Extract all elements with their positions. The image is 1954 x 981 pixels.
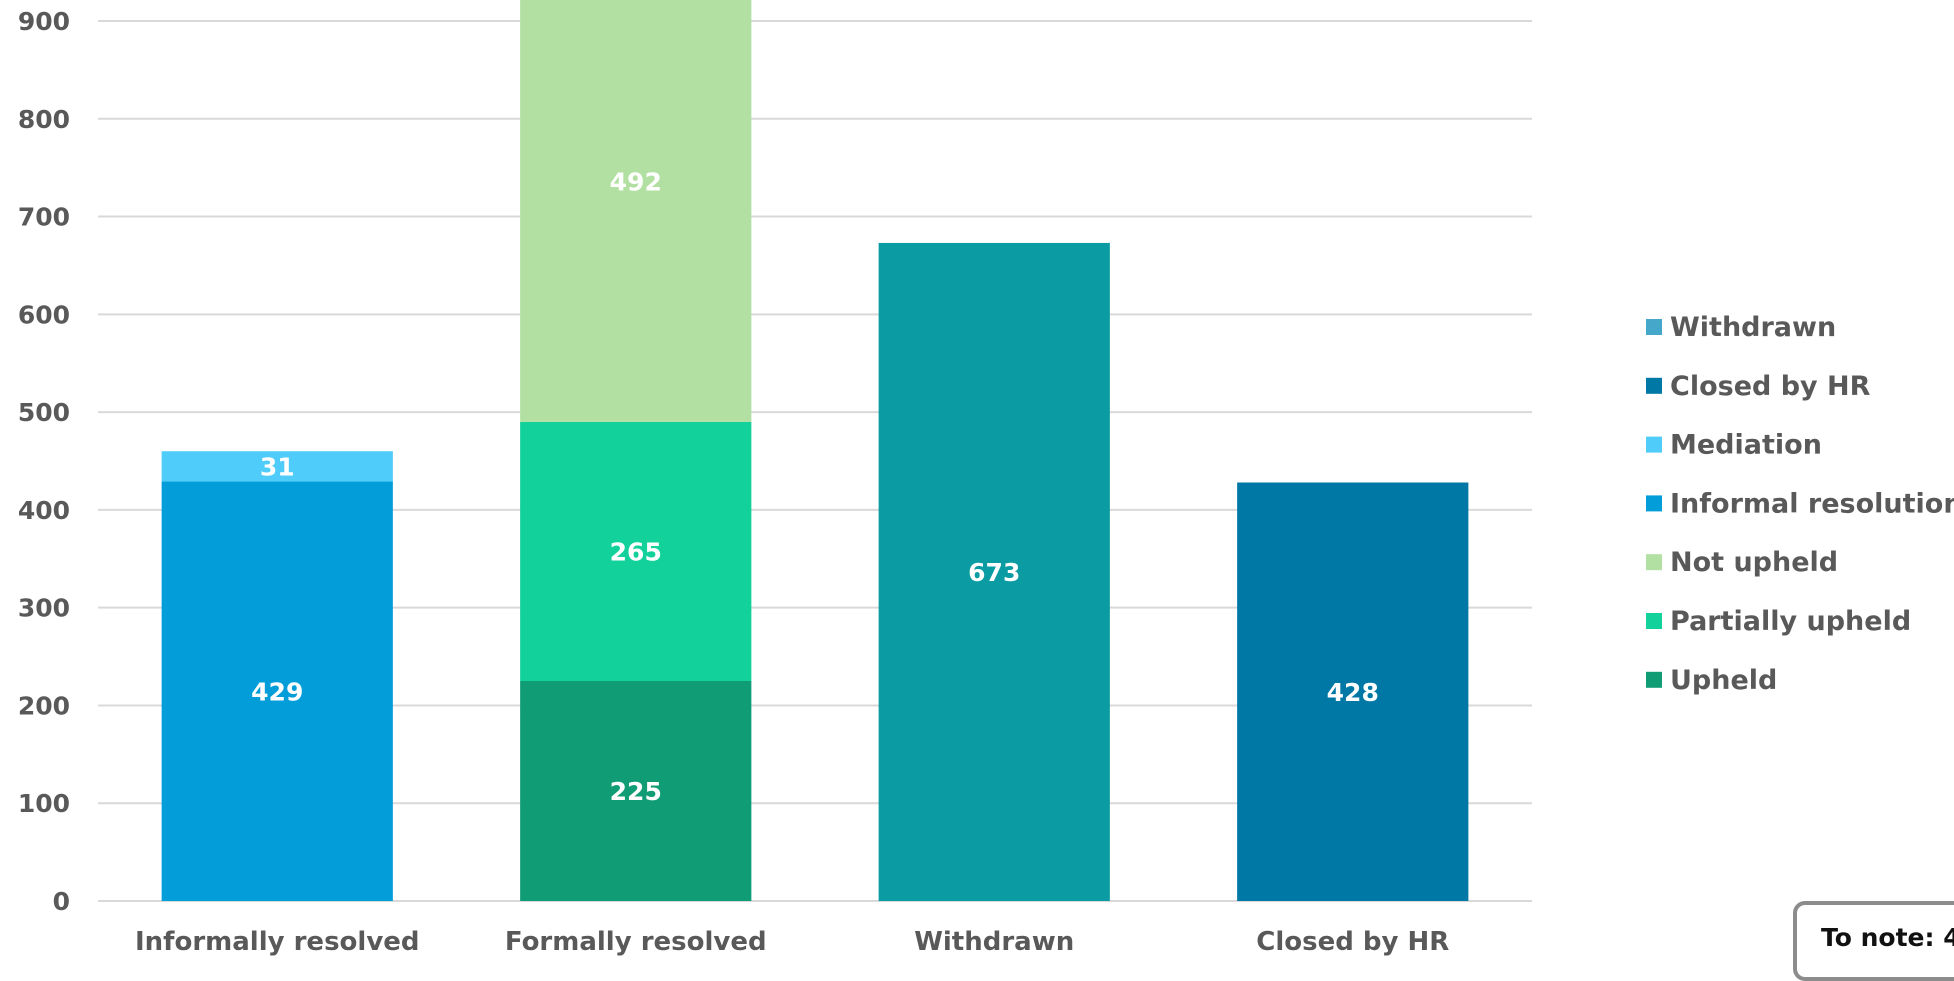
data-label-closed-by-hr-closed-by-hr: 428 bbox=[1327, 678, 1379, 707]
legend-label-mediation: Mediation bbox=[1670, 430, 1822, 461]
y-tick-label-700: 700 bbox=[18, 203, 70, 232]
legend-label-upheld: Upheld bbox=[1670, 665, 1777, 696]
bar-informally-resolved-informal-resolution bbox=[161, 481, 393, 901]
legend-swatch-upheld bbox=[1646, 671, 1662, 688]
x-tick-label-formally-resolved: Formally resolved bbox=[505, 927, 767, 957]
data-labels: 429 31 225 265 492 673 428 bbox=[251, 167, 1379, 806]
y-tick-label-300: 300 bbox=[18, 594, 70, 623]
bar-closed-by-hr-closed-by-hr bbox=[1237, 482, 1469, 901]
x-tick-label-withdrawn: Withdrawn bbox=[914, 927, 1074, 957]
legend-swatch-closed-by-hr bbox=[1646, 377, 1662, 394]
y-tick-label-600: 600 bbox=[18, 300, 70, 329]
legend-label-not-upheld: Not upheld bbox=[1670, 547, 1838, 578]
data-label-formally-resolved-partially-upheld: 265 bbox=[610, 537, 662, 566]
data-label-informally-resolved-informal-resolution: 429 bbox=[251, 677, 303, 706]
x-tick-label-informally-resolved: Informally resolved bbox=[135, 927, 420, 957]
legend-swatch-informal-resolution bbox=[1646, 495, 1662, 512]
bar-formally-resolved-upheld bbox=[520, 681, 752, 901]
stacked-bar-chart: 0 100 200 300 400 500 600 700 800 900 429 31 225 265… bbox=[18, 0, 1954, 981]
legend-swatch-not-upheld bbox=[1646, 554, 1662, 571]
data-label-informally-resolved-mediation: 31 bbox=[260, 452, 295, 481]
data-label-formally-resolved-upheld: 225 bbox=[610, 777, 662, 806]
x-axis-tick-labels: Informally resolved Formally resolved With… bbox=[135, 927, 1449, 957]
y-tick-label-200: 200 bbox=[18, 691, 70, 720]
y-tick-label-100: 100 bbox=[18, 789, 70, 818]
legend-label-closed-by-hr: Closed by HR bbox=[1670, 371, 1871, 402]
x-tick-label-closed-by-hr: Closed by HR bbox=[1256, 927, 1449, 957]
chart-canvas: 0 100 200 300 400 500 600 700 800 900 429 31 225 265… bbox=[18, 0, 1954, 957]
y-tick-label-0: 0 bbox=[53, 887, 70, 916]
legend-swatch-withdrawn bbox=[1646, 319, 1662, 335]
legend: Withdrawn Closed by HR Mediation Informal r… bbox=[1646, 312, 1954, 696]
bars bbox=[161, 0, 1469, 901]
legend-label-partially-upheld: Partially upheld bbox=[1670, 606, 1911, 637]
y-tick-label-500: 500 bbox=[18, 398, 70, 427]
legend-label-informal-resolution: Informal resolution bbox=[1670, 488, 1954, 519]
note-text: To note: 4 bbox=[1821, 923, 1954, 952]
legend-swatch-mediation bbox=[1646, 436, 1662, 453]
bar-formally-resolved-partially-upheld bbox=[520, 421, 752, 681]
legend-swatch-partially-upheld bbox=[1646, 613, 1662, 629]
bar-formally-resolved-not-upheld bbox=[520, 0, 752, 422]
legend-label-withdrawn: Withdrawn bbox=[1670, 312, 1836, 343]
bar-withdrawn-withdrawn bbox=[878, 242, 1110, 901]
y-axis-tick-labels: 0 100 200 300 400 500 600 700 800 900 bbox=[18, 7, 70, 916]
data-label-withdrawn-withdrawn: 673 bbox=[968, 558, 1020, 587]
note-box: To note: 4 bbox=[1793, 901, 1954, 981]
bar-informally-resolved-mediation bbox=[161, 451, 393, 482]
y-tick-label-800: 800 bbox=[18, 105, 70, 134]
data-label-formally-resolved-not-upheld: 492 bbox=[610, 167, 662, 196]
y-tick-label-400: 400 bbox=[18, 496, 70, 525]
y-tick-label-900: 900 bbox=[18, 7, 70, 36]
